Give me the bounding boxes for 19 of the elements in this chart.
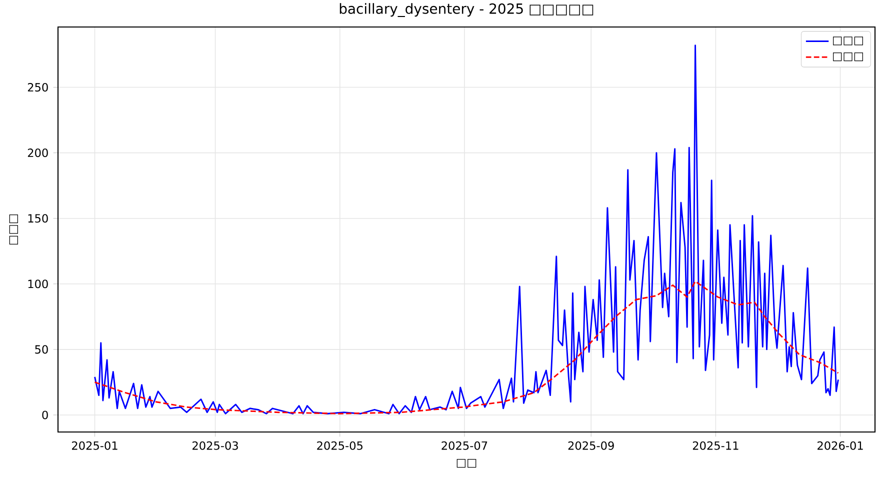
x-tick-label: 2025-05 xyxy=(317,441,362,450)
legend-label: □□□ xyxy=(833,36,863,46)
y-tick-label: 150 xyxy=(28,214,48,223)
x-tick-label: 2025-09 xyxy=(568,441,614,450)
y-tick-label: 100 xyxy=(28,280,48,288)
y-tick-label: 50 xyxy=(35,345,48,354)
x-axis-title: □□ xyxy=(456,459,476,468)
chart-title: bacillary_dysentery - 2025 □□□□□ xyxy=(340,3,594,17)
x-tick-label: 2025-07 xyxy=(442,441,488,450)
y-tick-label: 250 xyxy=(28,83,48,92)
legend-label: □□□ xyxy=(833,52,863,62)
x-tick-label: 2025-03 xyxy=(192,441,238,450)
x-tick-label: 2025-11 xyxy=(692,441,738,450)
line-series xyxy=(94,280,839,414)
x-tick-label: 2026-01 xyxy=(818,441,863,450)
x-tick-label: 2025-01 xyxy=(72,441,118,450)
y-tick-label: 200 xyxy=(28,148,48,158)
y-axis-title: □□□ xyxy=(9,214,18,244)
y-tick-label: 0 xyxy=(42,410,48,420)
